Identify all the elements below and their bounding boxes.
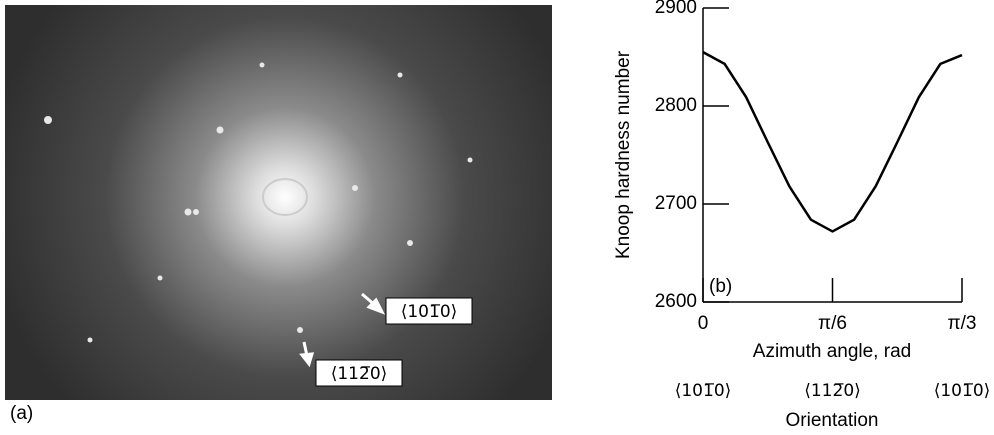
y-tick-label: 2900 [655,0,697,18]
arrows [299,292,386,368]
x-tick-label: π/6 [818,313,847,334]
y-tick-label: 2700 [655,193,697,214]
laue-photo: ⟨101̅0⟩ ⟨112̅0⟩ [5,5,552,400]
x-axis-label: Azimuth angle, rad [753,341,911,362]
x-tick-label: 0 [698,313,709,334]
annotation: ⟨101̅0⟩ [401,302,458,322]
y-axis-label: Knoop hardness number [613,50,634,259]
panel-label: (a) [10,403,33,424]
annotation-box [315,359,403,387]
y-tick-label: 2800 [655,95,697,116]
orientation-label: ⟨112̅0⟩ [804,381,861,401]
annotation: ⟨112̅0⟩ [331,364,388,384]
diffraction-spots [44,62,473,343]
x-tick-label: π/3 [948,313,977,334]
secondary-x-axis-label: Orientation [786,410,879,431]
y-tick-label: 2600 [655,291,697,312]
panel-label: (b) [709,276,732,297]
annotation-box [385,297,473,325]
orientation-label: ⟨101̅0⟩ [934,381,991,401]
center-ring [262,178,308,216]
photo-background [5,5,552,400]
line-curve [702,51,963,233]
orientation-label: ⟨101̅0⟩ [675,381,732,401]
